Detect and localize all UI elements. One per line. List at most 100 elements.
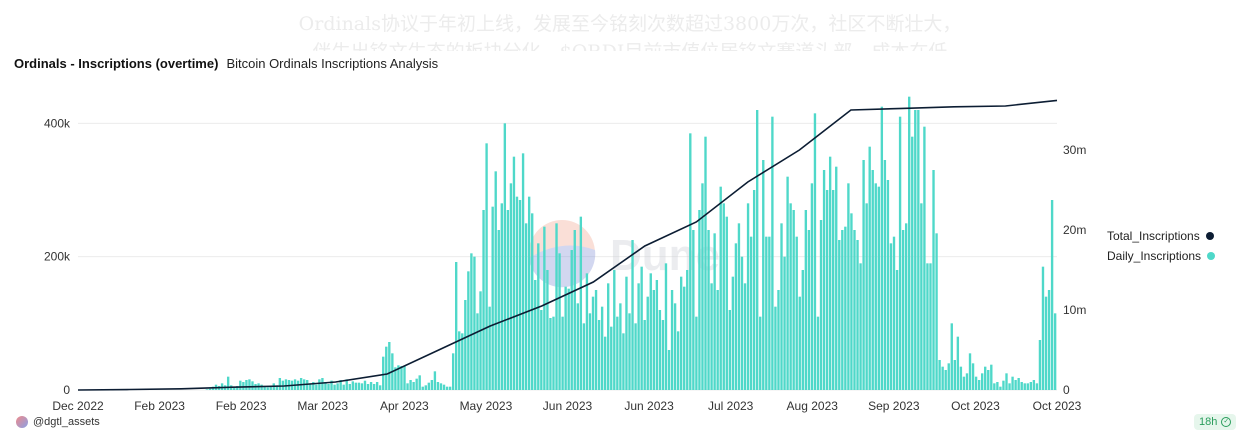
bar bbox=[327, 384, 330, 390]
overlay-text-line-2: 伴生出铭文生态的板块分化，$ORDI目前市值位居铭文赛道头部，成本在低 bbox=[0, 37, 1260, 51]
bar bbox=[424, 385, 427, 390]
bar bbox=[865, 203, 868, 390]
bar bbox=[357, 382, 361, 390]
bar bbox=[938, 360, 941, 390]
bar bbox=[895, 270, 899, 390]
bar bbox=[1032, 380, 1036, 390]
bar bbox=[1053, 313, 1057, 390]
bar bbox=[819, 220, 823, 390]
bar bbox=[643, 320, 646, 390]
bar bbox=[816, 316, 820, 390]
bar bbox=[917, 110, 920, 390]
bar bbox=[400, 366, 403, 390]
bar bbox=[944, 370, 947, 390]
bar bbox=[537, 243, 540, 390]
bar bbox=[585, 273, 589, 390]
bar bbox=[883, 160, 887, 390]
bar bbox=[749, 236, 753, 390]
bar bbox=[448, 386, 452, 390]
bar bbox=[600, 306, 604, 390]
bar bbox=[704, 136, 707, 390]
legend-item-total[interactable]: Total_Inscriptions bbox=[1107, 226, 1215, 246]
bar bbox=[871, 170, 874, 390]
bar bbox=[555, 223, 558, 390]
bar bbox=[403, 366, 406, 390]
bar bbox=[518, 200, 522, 390]
bar bbox=[385, 346, 388, 390]
x-axis-tick-label: May 2023 bbox=[460, 399, 513, 413]
bar bbox=[573, 230, 576, 390]
x-axis-tick-label: Oct 2023 bbox=[951, 399, 1000, 413]
bar bbox=[321, 378, 324, 390]
bar bbox=[394, 367, 397, 390]
bar bbox=[835, 166, 838, 390]
author-credit[interactable]: @dgtl_assets bbox=[16, 416, 100, 428]
chart-header: Ordinals - Inscriptions (overtime) Bitcoi… bbox=[14, 56, 438, 71]
bar bbox=[451, 353, 455, 390]
chart-title: Ordinals - Inscriptions (overtime) bbox=[14, 56, 219, 71]
bar bbox=[862, 160, 865, 390]
legend-item-daily[interactable]: Daily_Inscriptions bbox=[1107, 246, 1216, 266]
bar bbox=[339, 380, 342, 390]
bar bbox=[768, 236, 771, 390]
bar bbox=[868, 146, 871, 390]
bar bbox=[345, 379, 348, 390]
bar bbox=[275, 385, 278, 390]
bar bbox=[442, 384, 446, 390]
bar bbox=[661, 320, 665, 390]
x-axis-tick-label: Dec 2022 bbox=[52, 399, 104, 413]
bar bbox=[421, 386, 424, 390]
bar bbox=[415, 378, 418, 390]
bar bbox=[436, 382, 440, 390]
bar bbox=[524, 223, 528, 390]
age-badge-label: 18h bbox=[1199, 416, 1218, 428]
bar bbox=[588, 313, 592, 390]
bar bbox=[737, 223, 741, 390]
bar bbox=[1029, 382, 1033, 390]
bar bbox=[1038, 340, 1042, 390]
bar bbox=[719, 186, 722, 390]
bar bbox=[369, 382, 373, 390]
age-badge: 18h ✓ bbox=[1194, 414, 1237, 430]
bar bbox=[987, 370, 990, 390]
bar bbox=[1035, 383, 1039, 390]
bar bbox=[953, 360, 956, 390]
bar bbox=[725, 216, 728, 390]
left-axis-tick-label: 0 bbox=[63, 383, 70, 397]
bar bbox=[832, 190, 835, 390]
bar bbox=[616, 316, 619, 390]
bar bbox=[734, 243, 738, 390]
bar bbox=[333, 384, 336, 390]
left-axis-tick-label: 200k bbox=[44, 250, 71, 264]
bar bbox=[552, 316, 555, 390]
bar bbox=[795, 236, 798, 390]
bar bbox=[534, 280, 537, 390]
bar bbox=[603, 336, 607, 390]
bar bbox=[619, 303, 622, 390]
bar bbox=[397, 365, 400, 390]
bar bbox=[263, 386, 266, 390]
bar bbox=[771, 116, 774, 391]
right-axis-tick-label: 20m bbox=[1063, 223, 1086, 237]
bar bbox=[838, 240, 841, 390]
bar bbox=[360, 383, 364, 390]
bar bbox=[658, 310, 662, 390]
legend-label-daily: Daily_Inscriptions bbox=[1107, 249, 1202, 263]
bar bbox=[1017, 378, 1020, 390]
bar bbox=[233, 386, 236, 390]
bar bbox=[315, 384, 318, 390]
bar bbox=[847, 183, 850, 390]
bar bbox=[765, 236, 768, 390]
bar bbox=[996, 382, 999, 390]
bar bbox=[904, 223, 908, 390]
bar bbox=[348, 384, 351, 390]
author-handle: @dgtl_assets bbox=[33, 416, 100, 428]
bar bbox=[695, 316, 698, 390]
bar bbox=[701, 183, 704, 390]
bar bbox=[418, 375, 421, 390]
bar bbox=[746, 203, 750, 390]
bar bbox=[494, 171, 497, 390]
bar bbox=[582, 323, 586, 390]
bar bbox=[342, 384, 345, 390]
